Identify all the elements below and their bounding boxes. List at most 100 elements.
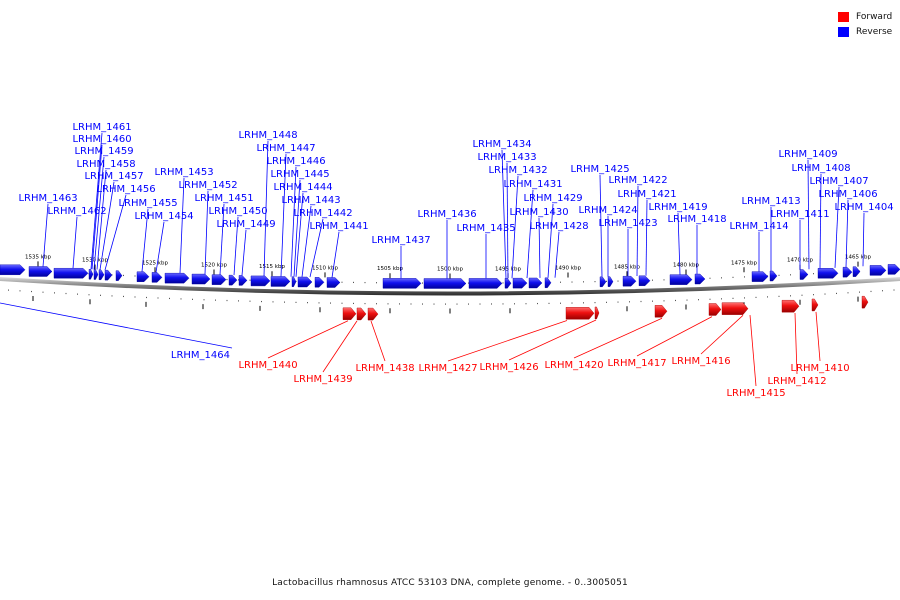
gene-label[interactable]: LRHM_1453	[154, 167, 213, 178]
gene-label[interactable]: LRHM_1418	[667, 214, 726, 225]
reverse-gene-arrow[interactable]	[250, 275, 271, 287]
forward-gene-arrow[interactable]	[654, 305, 668, 318]
gene-label[interactable]: LRHM_1449	[216, 219, 275, 230]
reverse-gene-arrow[interactable]	[622, 275, 637, 287]
gene-label[interactable]: LRHM_1458	[76, 159, 135, 170]
reverse-gene-arrow[interactable]	[98, 269, 105, 281]
gene-label[interactable]: LRHM_1459	[74, 146, 133, 157]
reverse-gene-arrow[interactable]	[887, 264, 900, 275]
forward-gene-arrow[interactable]	[811, 298, 819, 312]
gene-label[interactable]: LRHM_1415	[726, 388, 785, 399]
reverse-gene-arrow[interactable]	[669, 274, 693, 285]
gene-label[interactable]: LRHM_1455	[118, 198, 177, 209]
reverse-gene-arrow[interactable]	[528, 277, 543, 289]
reverse-gene-arrow[interactable]	[852, 266, 861, 277]
gene-label[interactable]: LRHM_1413	[741, 196, 800, 207]
forward-gene-arrow[interactable]	[367, 307, 379, 321]
gene-label[interactable]: LRHM_1464	[171, 350, 230, 361]
gene-label[interactable]: LRHM_1420	[544, 360, 603, 371]
forward-gene-arrow[interactable]	[721, 302, 749, 315]
forward-gene-arrow[interactable]	[594, 306, 600, 320]
gene-label[interactable]: LRHM_1444	[273, 182, 332, 193]
gene-label[interactable]: LRHM_1421	[617, 189, 676, 200]
gene-label[interactable]: LRHM_1424	[578, 205, 637, 216]
gene-label[interactable]: LRHM_1462	[47, 206, 106, 217]
reverse-gene-arrow[interactable]	[88, 269, 94, 280]
reverse-gene-arrow[interactable]	[164, 272, 190, 284]
reverse-gene-arrow[interactable]	[211, 274, 227, 285]
reverse-gene-arrow[interactable]	[504, 278, 512, 289]
forward-gene-arrow[interactable]	[708, 303, 722, 316]
reverse-gene-arrow[interactable]	[694, 273, 706, 285]
gene-label[interactable]: LRHM_1446	[266, 156, 325, 167]
reverse-gene-arrow[interactable]	[799, 269, 809, 280]
gene-label[interactable]: LRHM_1416	[671, 356, 730, 367]
reverse-gene-arrow[interactable]	[270, 276, 291, 287]
gene-label[interactable]: LRHM_1447	[256, 143, 315, 154]
gene-label[interactable]: LRHM_1457	[84, 171, 143, 182]
gene-label[interactable]: LRHM_1412	[767, 376, 826, 387]
reverse-gene-arrow[interactable]	[423, 278, 467, 289]
forward-gene-arrow[interactable]	[342, 307, 357, 320]
forward-gene-arrow[interactable]	[565, 307, 595, 320]
gene-label[interactable]: LRHM_1431	[503, 179, 562, 190]
reverse-gene-arrow[interactable]	[512, 277, 528, 289]
reverse-gene-arrow[interactable]	[842, 266, 853, 278]
reverse-gene-arrow[interactable]	[53, 268, 89, 279]
reverse-gene-arrow[interactable]	[817, 268, 839, 279]
gene-label[interactable]: LRHM_1460	[72, 134, 131, 145]
gene-label[interactable]: LRHM_1411	[770, 209, 829, 220]
gene-label[interactable]: LRHM_1433	[477, 152, 536, 163]
gene-label[interactable]: LRHM_1436	[417, 209, 476, 220]
reverse-gene-arrow[interactable]	[638, 275, 651, 286]
gene-label[interactable]: LRHM_1406	[818, 189, 877, 200]
reverse-gene-arrow[interactable]	[751, 271, 769, 282]
gene-label[interactable]: LRHM_1432	[488, 165, 547, 176]
gene-label[interactable]: LRHM_1430	[509, 207, 568, 218]
gene-label[interactable]: LRHM_1423	[598, 218, 657, 229]
gene-label[interactable]: LRHM_1422	[608, 175, 667, 186]
reverse-gene-arrow[interactable]	[291, 276, 297, 287]
reverse-gene-arrow[interactable]	[93, 269, 99, 280]
reverse-gene-arrow[interactable]	[191, 273, 211, 285]
gene-label[interactable]: LRHM_1445	[270, 169, 329, 180]
gene-label[interactable]: LRHM_1419	[648, 202, 707, 213]
reverse-gene-arrow[interactable]	[314, 277, 325, 288]
gene-label[interactable]: LRHM_1404	[834, 202, 893, 213]
gene-label[interactable]: LRHM_1425	[570, 164, 629, 175]
reverse-gene-arrow[interactable]	[599, 276, 607, 288]
gene-label[interactable]: LRHM_1408	[791, 163, 850, 174]
gene-label[interactable]: LRHM_1409	[778, 149, 837, 160]
forward-gene-arrow[interactable]	[861, 295, 869, 309]
gene-label[interactable]: LRHM_1452	[178, 180, 237, 191]
reverse-gene-arrow[interactable]	[869, 265, 887, 276]
gene-label[interactable]: LRHM_1442	[293, 208, 352, 219]
reverse-gene-arrow[interactable]	[544, 277, 552, 289]
gene-label[interactable]: LRHM_1440	[238, 360, 297, 371]
gene-label[interactable]: LRHM_1450	[208, 206, 267, 217]
reverse-gene-arrow[interactable]	[297, 276, 313, 288]
gene-label[interactable]: LRHM_1463	[18, 193, 77, 204]
gene-label[interactable]: LRHM_1429	[523, 193, 582, 204]
reverse-gene-arrow[interactable]	[115, 270, 123, 281]
gene-label[interactable]: LRHM_1438	[355, 363, 414, 374]
gene-label[interactable]: LRHM_1456	[96, 184, 155, 195]
forward-gene-arrow[interactable]	[356, 307, 367, 321]
reverse-gene-arrow[interactable]	[326, 277, 341, 288]
gene-label[interactable]: LRHM_1443	[281, 195, 340, 206]
gene-label[interactable]: LRHM_1414	[729, 221, 788, 232]
reverse-gene-arrow[interactable]	[769, 270, 778, 282]
reverse-gene-arrow[interactable]	[136, 271, 150, 282]
gene-label[interactable]: LRHM_1410	[790, 363, 849, 374]
gene-label[interactable]: LRHM_1427	[418, 363, 477, 374]
reverse-gene-arrow[interactable]	[0, 264, 26, 275]
gene-label[interactable]: LRHM_1441	[309, 221, 368, 232]
reverse-gene-arrow[interactable]	[28, 266, 53, 277]
reverse-gene-arrow[interactable]	[104, 269, 113, 281]
gene-label[interactable]: LRHM_1461	[72, 122, 131, 133]
reverse-gene-arrow[interactable]	[238, 275, 248, 286]
gene-label[interactable]: LRHM_1428	[529, 221, 588, 232]
reverse-gene-arrow[interactable]	[151, 272, 163, 283]
gene-label[interactable]: LRHM_1439	[293, 374, 352, 385]
gene-label[interactable]: LRHM_1448	[238, 130, 297, 141]
